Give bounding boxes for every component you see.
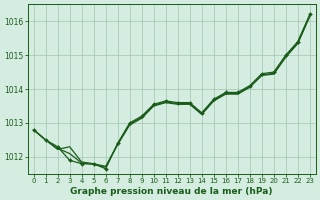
X-axis label: Graphe pression niveau de la mer (hPa): Graphe pression niveau de la mer (hPa) [70, 187, 273, 196]
